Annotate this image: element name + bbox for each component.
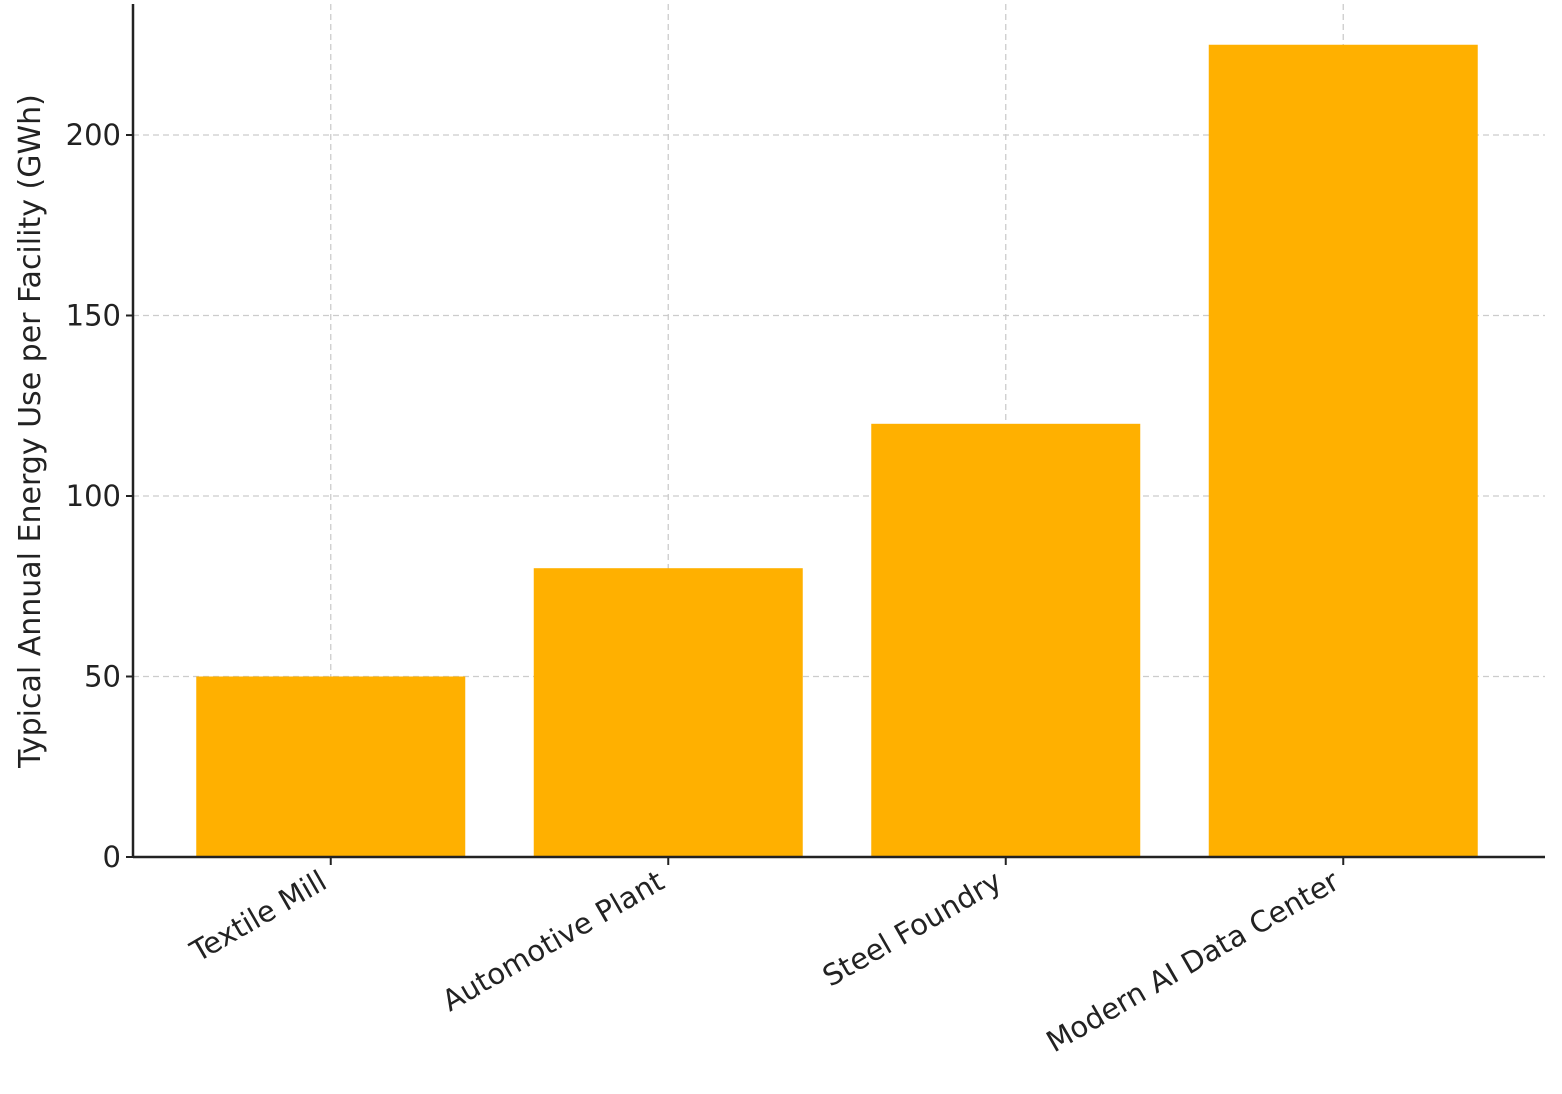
axes bbox=[131, 4, 1545, 859]
x-tick-label: Steel Foundry bbox=[817, 864, 1008, 994]
y-axis-label: Typical Annual Energy Use per Facility (… bbox=[13, 94, 48, 769]
y-tick-label: 150 bbox=[66, 299, 121, 333]
bar bbox=[1208, 44, 1478, 857]
y-tick-label: 100 bbox=[66, 479, 121, 513]
y-ticks: 0 50 100 150 200 bbox=[66, 118, 133, 874]
x-tick-label: Modern AI Data Center bbox=[1040, 864, 1344, 1059]
y-tick-label: 200 bbox=[66, 118, 121, 152]
x-tick-label: Automotive Plant bbox=[436, 864, 670, 1018]
bar bbox=[196, 676, 466, 857]
bar bbox=[871, 423, 1141, 857]
bar bbox=[533, 568, 803, 857]
bars bbox=[196, 44, 1478, 857]
x-ticks: Textile Mill Automotive Plant Steel Foundr… bbox=[184, 857, 1345, 1059]
x-tick-label: Textile Mill bbox=[184, 864, 333, 969]
y-tick-label: 50 bbox=[84, 660, 121, 694]
y-tick-label: 0 bbox=[103, 840, 121, 874]
